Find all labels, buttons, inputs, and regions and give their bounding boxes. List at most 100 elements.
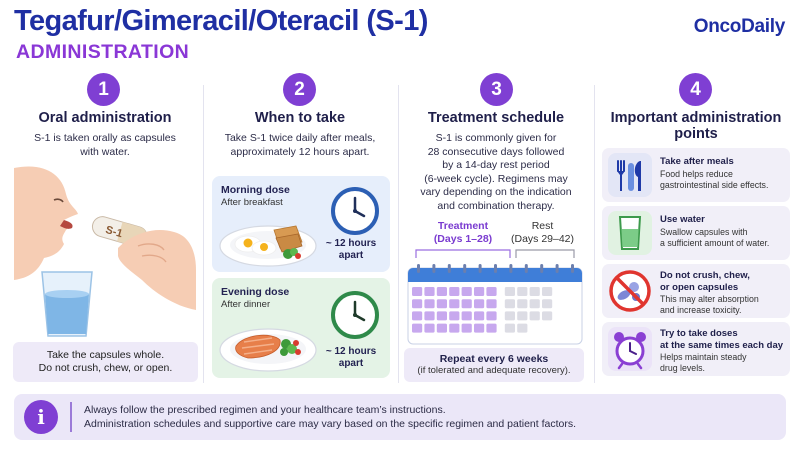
rest-day-cell [542, 299, 553, 309]
rest-day-cell [529, 311, 540, 321]
info-icon: i [24, 400, 58, 434]
treatment-day-cell [474, 311, 485, 321]
page-title: Tegafur/Gimeracil/Oteracil (S-1) [14, 5, 428, 37]
utensils-icon [608, 153, 652, 197]
rest-day-cell [504, 311, 515, 321]
treatment-day-cell [449, 311, 460, 321]
treatment-day-cell [424, 311, 435, 321]
point-do-not-crush: Do not crush, chew, or open capsules This… [602, 264, 790, 318]
calendar-ring [571, 264, 574, 273]
calendar-ring [509, 264, 513, 273]
step-number-2: 2 [283, 73, 316, 106]
col3-note: Repeat every 6 weeks (if tolerated and a… [404, 348, 584, 382]
calendar-ring [494, 264, 497, 273]
page-subtitle: ADMINISTRATION [16, 41, 190, 63]
treatment-day-cell [436, 287, 447, 296]
rest-day-cell [517, 299, 528, 309]
evening-dose-subtitle: After dinner [221, 299, 271, 310]
footer-divider [70, 402, 72, 432]
treatment-day-cell [412, 323, 423, 333]
treatment-period-label: Treatment (Days 1–28) [433, 220, 493, 245]
breakfast-plate-icon [219, 225, 317, 267]
period-brackets [415, 249, 575, 258]
step-number-4: 4 [679, 73, 712, 106]
col1-note: Take the capsules whole. Do not crush, ch… [13, 342, 198, 382]
treatment-day-cell [436, 311, 447, 321]
point-use-water: Use water Swallow capsules with a suffici… [602, 206, 790, 260]
morning-dose-subtitle: After breakfast [221, 197, 283, 208]
treatment-day-cell [486, 311, 497, 321]
col1-description: S-1 is taken orally as capsules with wate… [34, 132, 176, 158]
calendar-ring [417, 264, 420, 273]
treatment-day-cell [449, 287, 460, 296]
footer-line-2: Administration schedules and supportive … [84, 418, 577, 430]
treatment-day-cell [486, 299, 497, 309]
footer-info-bar: i Always follow the prescribed regimen a… [14, 394, 786, 440]
treatment-day-cell [461, 287, 472, 296]
rest-day-cell [542, 311, 553, 321]
cycle-calendar [407, 264, 583, 345]
treatment-day-cell [436, 299, 447, 309]
water-glass-icon [608, 211, 652, 255]
evening-dose-card: Evening dose After dinner ~ 12 hours apar… [212, 278, 390, 378]
morning-dose-card: Morning dose After breakfast ~ 12 hours a… [212, 176, 390, 272]
calendar-ring [540, 264, 544, 273]
calendar-ring [432, 264, 436, 273]
treatment-day-cell [449, 299, 460, 309]
morning-interval: ~ 12 hours apart [325, 238, 377, 261]
col3-title: Treatment schedule [427, 110, 565, 126]
column-divider [594, 85, 595, 383]
clock-icon [331, 291, 379, 339]
no-crush-icon [609, 270, 651, 312]
rest-day-cell [517, 287, 528, 296]
col3-description: S-1 is commonly given for 28 consecutive … [420, 132, 572, 212]
rest-day-cell [542, 287, 553, 296]
treatment-day-cell [412, 311, 423, 321]
col4-title: Important administration points [610, 110, 782, 142]
capsule-label: S-1 [104, 224, 124, 240]
treatment-day-cell [436, 323, 447, 333]
treatment-day-cell [461, 311, 472, 321]
rest-day-cell [504, 323, 515, 333]
treatment-day-cell [474, 287, 485, 296]
column-divider [398, 85, 399, 383]
step-number-3: 3 [480, 73, 513, 106]
dinner-plate-icon [219, 328, 317, 372]
clock-icon [331, 187, 379, 235]
alarm-clock-icon [608, 327, 652, 371]
point-same-times: Try to take doses at the same times each … [602, 322, 790, 376]
point-take-after-meals: Take after meals Food helps reduce gastro… [602, 148, 790, 202]
calendar-ring [555, 264, 559, 273]
col2-title: When to take [254, 110, 346, 126]
evening-dose-title: Evening dose [221, 286, 290, 298]
treatment-day-cell [486, 287, 497, 296]
rest-day-cell [517, 323, 528, 333]
calendar-ring [463, 264, 467, 273]
treatment-day-cell [486, 323, 497, 333]
calendar-ring [478, 264, 482, 273]
treatment-day-cell [461, 299, 472, 309]
morning-dose-title: Morning dose [221, 184, 290, 196]
treatment-day-cell [424, 287, 435, 296]
column-divider [203, 85, 204, 383]
calendar-ring [524, 264, 528, 273]
treatment-day-cell [474, 323, 485, 333]
rest-day-cell [529, 287, 540, 296]
rest-day-cell [504, 299, 515, 309]
treatment-day-cell [449, 323, 460, 333]
rest-day-cell [504, 287, 515, 296]
rest-period-label: Rest (Days 29–42) [510, 220, 575, 245]
treatment-day-cell [424, 323, 435, 333]
col2-description: Take S-1 twice daily after meals, approxi… [224, 132, 376, 158]
treatment-day-cell [461, 323, 472, 333]
treatment-day-cell [412, 287, 423, 296]
step-number-1: 1 [87, 73, 120, 106]
treatment-day-cell [412, 299, 423, 309]
calendar-ring [447, 264, 451, 273]
col1-title: Oral administration [38, 110, 172, 126]
footer-line-1: Always follow the prescribed regimen and… [84, 404, 446, 416]
brand-logo: OncoDaily [693, 16, 786, 37]
treatment-day-cell [424, 299, 435, 309]
rest-day-cell [529, 299, 540, 309]
rest-day-cell [517, 311, 528, 321]
